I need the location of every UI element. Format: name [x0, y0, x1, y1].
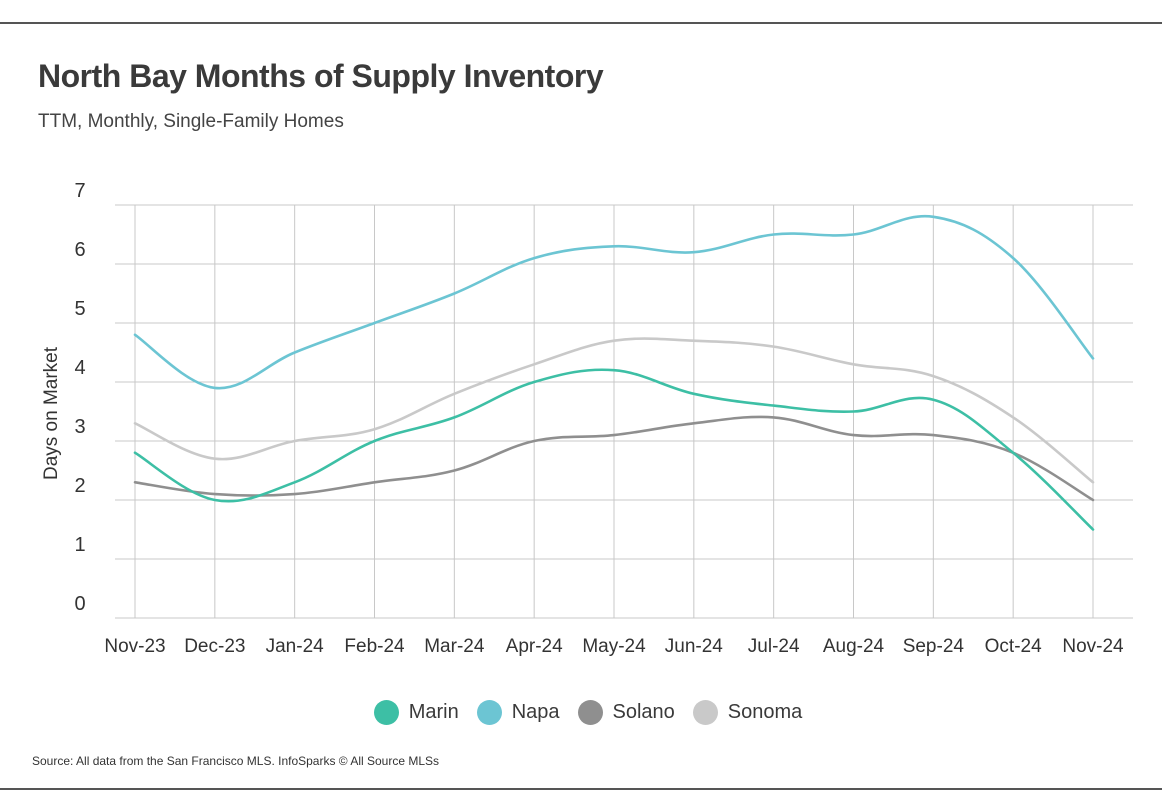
y-tick-label: 1: [74, 534, 85, 556]
y-tick-label: 0: [74, 593, 85, 615]
y-tick-label: 5: [74, 298, 85, 320]
legend-label: Solano: [612, 701, 675, 723]
legend-item-sonoma: Sonoma: [692, 700, 803, 725]
chart-subtitle: TTM, Monthly, Single-Family Homes: [38, 111, 344, 132]
legend-swatch: [577, 700, 603, 725]
legend-swatch: [692, 700, 718, 725]
x-tick-label: Apr-24: [506, 636, 563, 657]
x-tick-label: Mar-24: [424, 636, 485, 657]
chart-legend: Marin Napa Solano Sonoma: [0, 700, 1176, 725]
bottom-rule: [0, 788, 1162, 790]
y-tick-label: 2: [74, 475, 85, 497]
x-tick-label: May-24: [582, 636, 646, 657]
series-line-napa: [133, 214, 1095, 390]
y-tick-label: 6: [74, 239, 85, 261]
x-tick-label: Oct-24: [985, 636, 1042, 657]
x-tick-label: Feb-24: [344, 636, 405, 657]
series-line-solano: [133, 415, 1095, 502]
y-axis-label: Days on Market: [41, 346, 62, 480]
legend-swatch: [476, 700, 502, 725]
legend-item-napa: Napa: [476, 700, 560, 725]
legend-item-solano: Solano: [577, 700, 675, 725]
x-tick-label: Sep-24: [903, 636, 965, 657]
x-tick-label: Jan-24: [266, 636, 325, 657]
series-line-sonoma: [133, 337, 1095, 484]
legend-label: Marin: [408, 701, 459, 723]
y-tick-label: 4: [74, 357, 85, 379]
x-tick-label: Jul-24: [748, 636, 800, 657]
x-tick-label: Jun-24: [665, 636, 724, 657]
line-chart: 0 1 2 3 4 5 6 7 Nov-23 Dec-23 Jan-24 Feb-24 Mar-24 Ap…: [41, 180, 1133, 657]
y-tick-label: 3: [74, 416, 85, 438]
y-tick-label: 7: [74, 180, 85, 202]
legend-label: Napa: [511, 701, 560, 723]
top-rule: [0, 22, 1162, 24]
x-tick-label: Dec-23: [184, 636, 245, 657]
legend-label: Sonoma: [727, 701, 803, 723]
legend-swatch: [373, 700, 399, 725]
x-tick-label: Aug-24: [823, 636, 885, 657]
legend-item-marin: Marin: [373, 700, 459, 725]
x-tick-label: Nov-23: [104, 636, 165, 657]
chart-title: North Bay Months of Supply Inventory: [38, 58, 604, 94]
series-line-marin: [133, 368, 1095, 531]
x-tick-label: Nov-24: [1062, 636, 1124, 657]
source-note: Source: All data from the San Francisco …: [32, 754, 440, 768]
